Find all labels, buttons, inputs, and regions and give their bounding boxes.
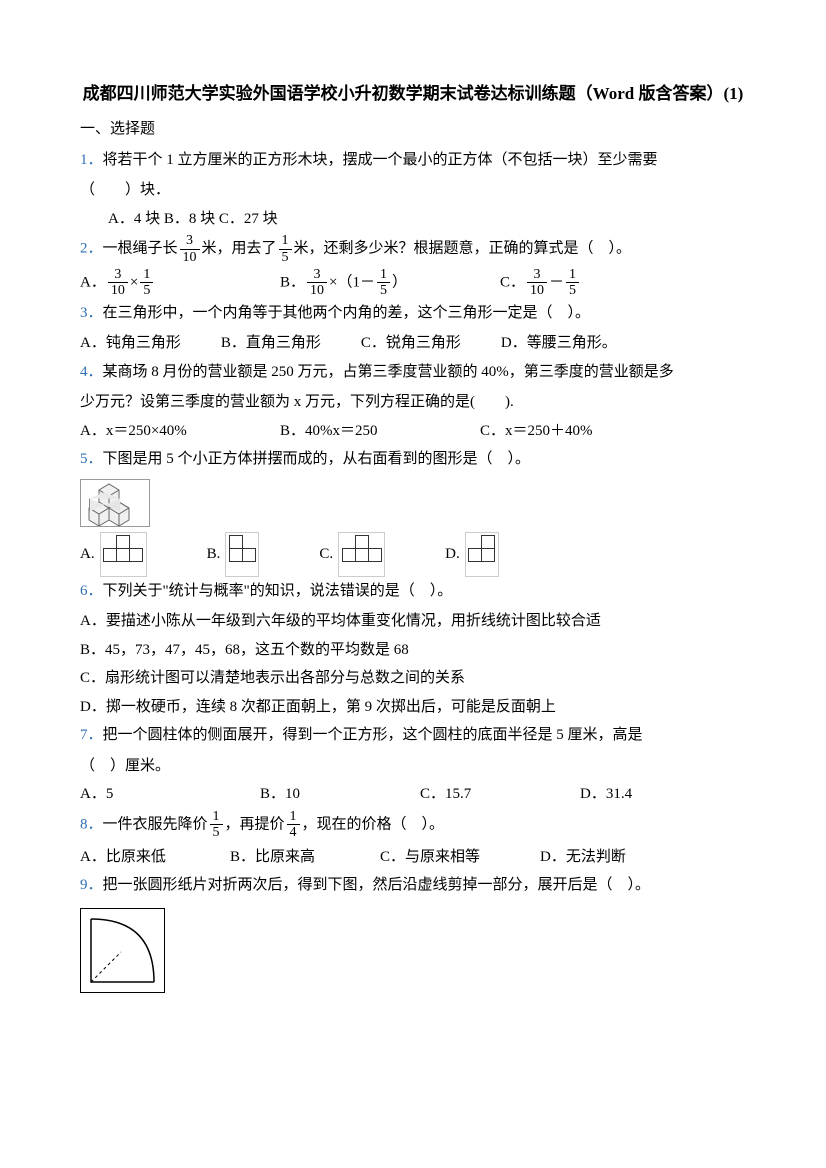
q1-options: A．4 块 B．8 块 C．27 块 (80, 205, 746, 234)
q3-number: 3． (80, 305, 103, 321)
question-5: 5．下图是用 5 个小正方体拼摆而成的，从右面看到的图形是（ ）。 (80, 445, 746, 474)
question-6: 6．下列关于"统计与概率"的知识，说法错误的是（ ）。 (80, 577, 746, 606)
q2-frac1: 310 (180, 233, 200, 265)
section-header: 一、选择题 (80, 115, 746, 144)
q6-number: 6． (80, 583, 103, 599)
document-title: 成都四川师范大学实验外国语学校小升初数学期末试卷达标训练题（Word 版含答案）… (80, 80, 746, 107)
q4-text2: 少万元？设第三季度的营业额为 x 万元，下列方程正确的是( ). (80, 388, 746, 417)
q4-number: 4． (80, 364, 103, 380)
q8-text2: ，再提价 (225, 816, 285, 832)
q2-frac2: 15 (279, 233, 292, 265)
q9-text: 把一张圆形纸片对折两次后，得到下图，然后沿虚线剪掉一部分，展开后是（ ）。 (103, 877, 651, 893)
q3-text: 在三角形中，一个内角等于其他两个内角的差，这个三角形一定是（ ）。 (103, 305, 591, 321)
q8-frac1: 15 (210, 809, 223, 841)
q8-text1: 一件衣服先降价 (103, 816, 208, 832)
question-2: 2．一根绳子长310米，用去了15米，还剩多少米？根据题意，正确的算式是（ ）。 (80, 233, 746, 265)
question-1: 1．将若干个 1 立方厘米的正方形木块，摆成一个最小的正方体（不包括一块）至少需… (80, 146, 746, 175)
question-4: 4．某商场 8 月份的营业额是 250 万元，占第三季度营业额的 40%，第三季… (80, 358, 746, 387)
q6-optA: A．要描述小陈从一年级到六年级的平均体重变化情况，用折线统计图比较合适 (80, 607, 746, 636)
question-9: 9．把一张圆形纸片对折两次后，得到下图，然后沿虚线剪掉一部分，展开后是（ ）。 (80, 871, 746, 900)
q4-text1: 某商场 8 月份的营业额是 250 万元，占第三季度营业额的 40%，第三季度的… (103, 364, 674, 380)
q4-options: A．x＝250×40% B．40%x＝250 C．x＝250＋40% (80, 417, 746, 446)
q6-optB: B．45，73，47，45，68，这五个数的平均数是 68 (80, 636, 746, 665)
q5-optC-shape (338, 532, 385, 577)
q9-figure (80, 908, 165, 993)
q6-optD: D．掷一枚硬币，连续 8 次都正面朝上，第 9 次掷出后，可能是反面朝上 (80, 693, 746, 722)
q2-number: 2． (80, 241, 103, 257)
q7-options: A．5 B．10 C．15.7 D．31.4 (80, 780, 746, 809)
q2-text3: 米，还剩多少米？根据题意，正确的算式是（ ）。 (294, 241, 632, 257)
q7-number: 7． (80, 727, 103, 743)
q3-options: A．钝角三角形 B．直角三角形 C．锐角三角形 D．等腰三角形。 (80, 329, 746, 358)
q1-text1: 将若干个 1 立方厘米的正方形木块，摆成一个最小的正方体（不包括一块）至少需要 (103, 152, 658, 168)
q5-text: 下图是用 5 个小正方体拼摆而成的，从右面看到的图形是（ ）。 (103, 451, 531, 467)
q8-number: 8． (80, 816, 103, 832)
question-3: 3．在三角形中，一个内角等于其他两个内角的差，这个三角形一定是（ ）。 (80, 299, 746, 328)
q8-options: A．比原来低 B．比原来高 C．与原来相等 D．无法判断 (80, 843, 746, 872)
q2-text1: 一根绳子长 (103, 241, 178, 257)
q5-figure (80, 479, 150, 527)
q5-options: A. B. C. D. (80, 532, 746, 577)
q6-optC: C．扇形统计图可以清楚地表示出各部分与总数之间的关系 (80, 664, 746, 693)
q5-number: 5． (80, 451, 103, 467)
q2-text2: 米，用去了 (202, 241, 277, 257)
q2-options: A．310×15 B．310×（1－15） C．310－15 (80, 267, 746, 299)
q5-optD-shape (465, 532, 499, 577)
question-8: 8．一件衣服先降价15，再提价14，现在的价格（ ）。 (80, 809, 746, 841)
q5-optB-shape (225, 532, 259, 577)
question-7: 7．把一个圆柱体的侧面展开，得到一个正方形，这个圆柱的底面半径是 5 厘米，高是 (80, 721, 746, 750)
q7-text1: 把一个圆柱体的侧面展开，得到一个正方形，这个圆柱的底面半径是 5 厘米，高是 (103, 727, 643, 743)
q6-text: 下列关于"统计与概率"的知识，说法错误的是（ ）。 (103, 583, 453, 599)
q7-text2: （ ）厘米。 (80, 752, 746, 781)
q8-text3: ，现在的价格（ ）。 (302, 816, 445, 832)
q1-number: 1． (80, 152, 103, 168)
q8-frac2: 14 (287, 809, 300, 841)
q5-optA-shape (100, 532, 147, 577)
q9-number: 9． (80, 877, 103, 893)
q1-text2: （ ）块． (80, 176, 746, 205)
